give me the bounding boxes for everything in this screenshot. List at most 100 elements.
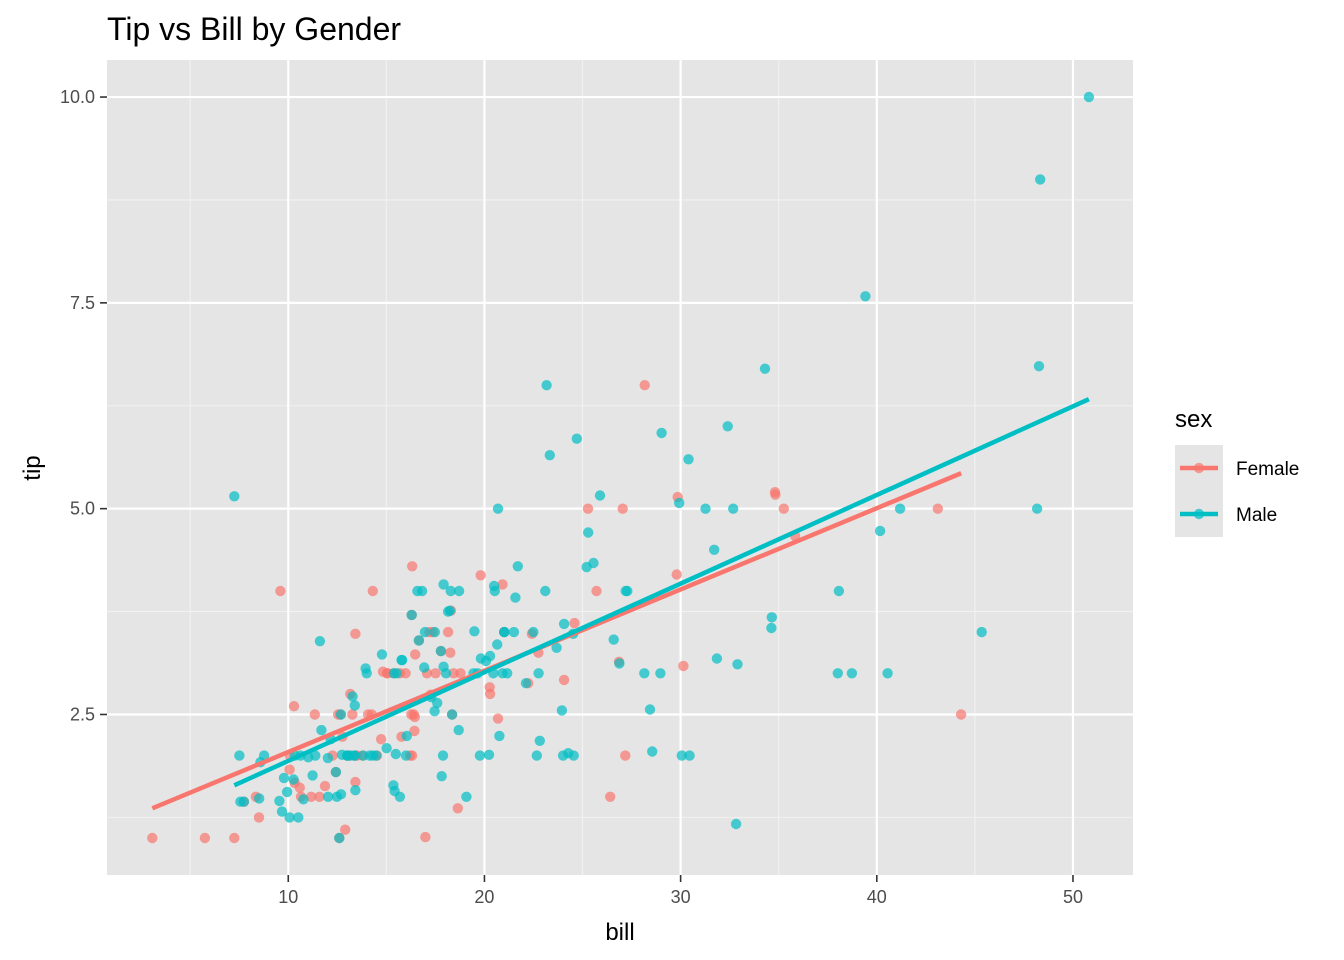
point-male [310,750,321,761]
point-male [1031,503,1043,514]
point-male [531,750,542,761]
point-male [413,635,425,646]
y-tick-label: 10.0 [60,87,95,107]
y-tick-label: 5.0 [70,499,95,519]
point-female [288,701,300,712]
point-male [846,668,858,679]
point-male [484,650,496,662]
point-male [594,490,606,501]
point-male [676,750,687,761]
point-male [874,525,886,537]
point-female [475,570,486,581]
chart-title: Tip vs Bill by Gender [107,11,401,47]
point-male [298,794,309,805]
point-male [453,585,465,597]
y-tick-label: 7.5 [70,293,95,313]
y-tick-label: 2.5 [70,704,95,724]
point-female [778,503,789,514]
point-male [508,626,520,638]
axis-ticks: 10 20 30 40 50 2.5 5.0 7.5 10.0 [60,87,1083,907]
point-male [400,750,412,761]
point-male [335,789,347,800]
point-male [644,704,656,715]
point-male [674,497,685,509]
point-male [860,291,871,302]
point-male [583,527,594,538]
point-male [568,750,579,761]
point-male [322,752,334,764]
point-female [199,832,211,844]
point-male [442,606,454,617]
point-male [528,626,539,638]
point-male [406,609,417,621]
point-male [446,709,458,720]
point-male [347,691,358,702]
point-female [253,812,265,823]
point-male [238,796,250,807]
point-male [284,812,295,823]
point-male [976,626,987,638]
point-male [709,544,720,555]
point-male [882,668,893,679]
point-female [314,791,325,802]
point-male [558,618,570,630]
point-female [617,503,628,514]
x-tick-label: 50 [1063,887,1083,907]
point-male [474,750,486,761]
point-female [452,803,463,814]
point-female [591,585,602,597]
point-male [437,750,449,761]
point-female [147,832,158,844]
point-female [340,824,351,835]
point-female [620,750,631,761]
point-female [497,579,508,590]
point-male [533,668,544,679]
point-male [288,774,299,785]
point-male [492,503,504,514]
point-male [390,748,401,760]
point-female [558,674,570,686]
point-male [497,668,508,679]
point-male [335,709,347,720]
point-female [350,776,361,788]
point-male [489,585,500,597]
point-male [656,427,667,439]
point-male [722,421,733,432]
point-female [275,585,286,597]
point-male [1033,361,1045,372]
point-female [375,734,387,745]
point-male [361,668,372,679]
point-male [334,832,345,844]
point-male [307,770,318,781]
point-male [258,750,270,761]
legend-keys [1180,462,1218,520]
point-male [894,503,906,514]
legend-key-point-male [1193,508,1205,520]
point-female [319,780,331,792]
point-male [397,654,408,666]
point-male [1035,174,1046,185]
point-female [306,791,317,802]
legend-label-female: Female [1236,459,1299,480]
point-female [445,647,456,658]
x-tick-label: 20 [474,887,494,907]
point-male [401,730,412,742]
point-male [512,561,523,572]
point-male [445,585,456,597]
point-female [569,617,580,629]
minor-gridlines [107,60,1133,875]
point-male [534,735,545,746]
point-male [541,380,552,391]
point-female [409,725,420,737]
point-male [234,750,245,761]
point-male [438,661,449,672]
point-male [381,743,392,754]
point-male [732,659,743,670]
point-male [330,766,342,778]
point-female [639,380,650,391]
point-male [419,662,430,673]
point-male [832,668,843,679]
point-male [833,585,845,597]
point-female [582,503,594,514]
